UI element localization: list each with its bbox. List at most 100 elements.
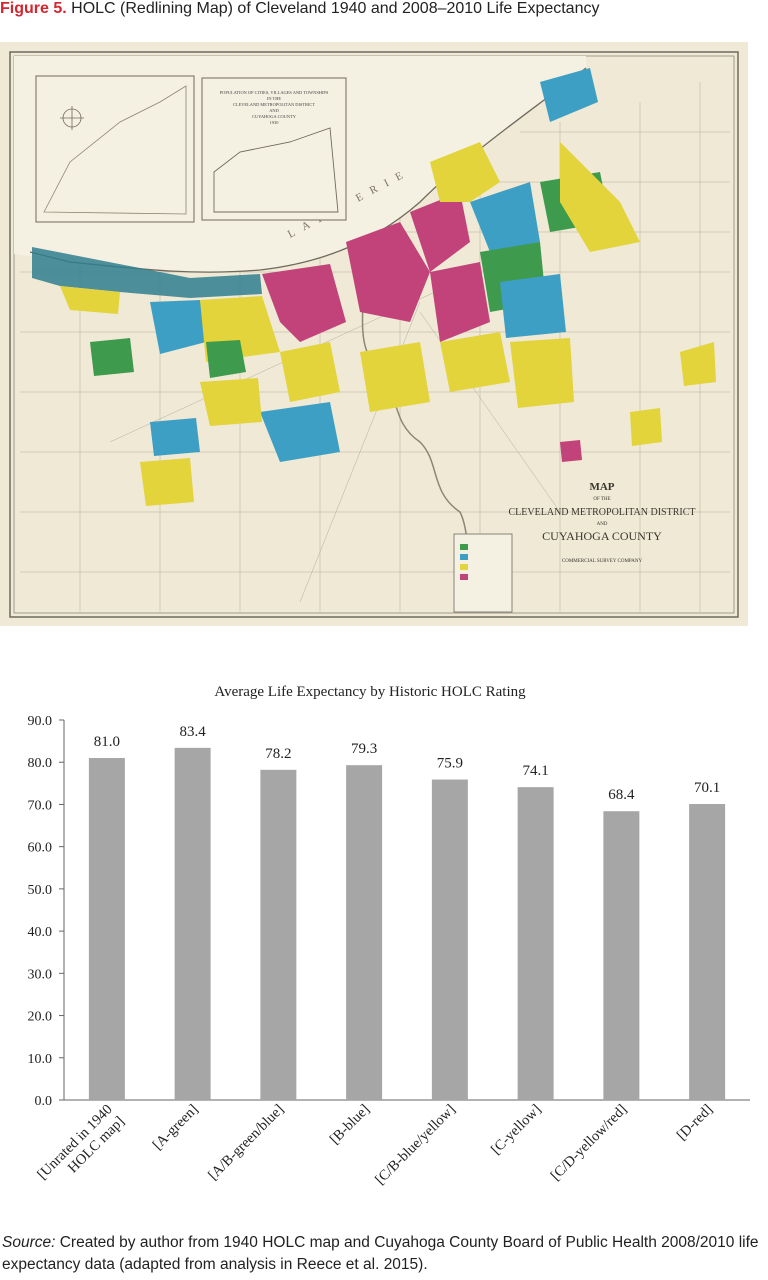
figure-caption: Figure 5. HOLC (Redlining Map) of Clevel… (0, 0, 768, 24)
zone-green-4 (90, 338, 134, 376)
inset-title-6: 1930 (270, 120, 280, 125)
x-tick-label: [C/B-blue/yellow] (372, 1102, 458, 1188)
y-tick-label: 40.0 (28, 925, 53, 940)
inset-title-4: AND (269, 108, 279, 113)
legend-swatch-green (460, 544, 468, 550)
inset-title-5: CUYAHOGA COUNTY (252, 114, 297, 119)
inset-left-outline (43, 85, 187, 215)
x-tick-label: [C/D-yellow/red] (548, 1102, 630, 1184)
y-tick-label: 70.0 (28, 798, 53, 813)
zone-blue-3 (470, 182, 540, 252)
y-tick-label: 80.0 (28, 756, 53, 771)
x-tick-label-line: [D-red] (674, 1102, 716, 1144)
holc-zones (32, 68, 716, 506)
legend-swatch-red (460, 574, 468, 580)
x-tick-label-line: [C/D-yellow/red] (548, 1102, 630, 1184)
zone-green-1 (206, 340, 246, 378)
bar (88, 758, 125, 1100)
life-expectancy-chart: Average Life Expectancy by Historic HOLC… (0, 670, 768, 1230)
inset-county-map (35, 75, 195, 223)
x-tick-label-line: [A-green] (150, 1102, 202, 1154)
figure-title: HOLC (Redlining Map) of Cleveland 1940 a… (71, 0, 600, 17)
x-tick-label-line: [B-blue] (327, 1102, 373, 1148)
zone-yellow-11 (630, 408, 662, 446)
source-note: Source: Created by author from 1940 HOLC… (2, 1232, 766, 1276)
map-legend (453, 533, 513, 613)
bar-value-label: 68.4 (608, 787, 635, 803)
figure-label: Figure 5. (0, 0, 67, 17)
bar (603, 811, 640, 1100)
map-title-4: AND (597, 522, 608, 527)
zone-blue-2 (260, 402, 340, 462)
zone-red-4 (430, 262, 490, 342)
y-axis-ticks: 0.0 10.0 20.0 30.0 40.0 50.0 60.0 70.0 80.0 90.0 (28, 714, 64, 1109)
zone-yellow-4 (200, 378, 262, 426)
legend-swatch-yellow (460, 564, 468, 570)
holc-map-svg: LAKE ERIE (0, 42, 748, 626)
zone-blue-1 (150, 300, 206, 354)
x-tick-label: [B-blue] (327, 1102, 373, 1148)
zone-blue-6 (150, 418, 200, 456)
legend-swatch-blue (460, 554, 468, 560)
inset-title-2: IN THE (267, 96, 282, 101)
x-tick-label-line: [C-yellow] (488, 1102, 544, 1158)
zone-red-1 (262, 264, 346, 342)
bar-value-label: 81.0 (94, 734, 120, 750)
map-publisher: COMMERCIAL SURVEY COMPANY (562, 559, 643, 564)
y-tick-label: 90.0 (28, 714, 53, 729)
bar-chart-svg: Average Life Expectancy by Historic HOLC… (28, 684, 750, 1188)
zone-yellow-1 (60, 286, 120, 314)
bar (689, 804, 726, 1100)
bar-value-label: 75.9 (437, 756, 463, 772)
bar (174, 747, 211, 1100)
y-tick-label: 20.0 (28, 1010, 53, 1025)
inset-population-map: POPULATION OF CITIES, VILLAGES AND TOWNS… (201, 77, 347, 221)
cuyahoga-river (359, 261, 481, 593)
bar-value-label: 70.1 (694, 780, 720, 796)
zone-red-3 (410, 192, 470, 272)
bar (431, 779, 468, 1100)
inset-right-outline (213, 127, 339, 213)
y-tick-label: 10.0 (28, 1052, 53, 1067)
bar (260, 769, 297, 1100)
zone-yellow-12 (680, 342, 716, 386)
zone-west-strip (32, 247, 262, 298)
chart-title: Average Life Expectancy by Historic HOLC… (214, 684, 526, 700)
map-title-1: MAP (589, 481, 614, 493)
inset-right (201, 77, 347, 221)
y-tick-label: 50.0 (28, 883, 53, 898)
holc-map: LAKE ERIE (0, 42, 748, 626)
y-tick-label: 30.0 (28, 967, 53, 982)
zone-blue-4 (500, 274, 566, 338)
map-border (9, 51, 739, 618)
x-tick-label-line: [C/B-blue/yellow] (372, 1102, 458, 1188)
x-tick-label: [C-yellow] (488, 1102, 544, 1158)
zone-yellow-7 (510, 338, 574, 408)
zone-red-5 (560, 440, 582, 462)
value-labels: 81.0 83.4 78.2 79.3 75.9 74.1 68.4 70.1 (94, 724, 721, 803)
map-title-3: CLEVELAND METROPOLITAN DISTRICT (509, 507, 696, 518)
bar-value-label: 78.2 (265, 746, 291, 762)
bar-value-label: 79.3 (351, 741, 377, 757)
bar (346, 765, 383, 1100)
map-title-5: CUYAHOGA COUNTY (542, 529, 662, 543)
x-tick-label-line: [A/B-green/blue] (205, 1102, 287, 1184)
zone-yellow-5 (430, 142, 500, 202)
x-tick-label: [D-red] (674, 1102, 716, 1144)
x-tick-label: [A-green] (150, 1102, 202, 1154)
bar-value-label: 83.4 (180, 724, 207, 740)
source-text: Created by author from 1940 HOLC map and… (2, 1234, 759, 1273)
map-title-block: MAP OF THE CLEVELAND METROPOLITAN DISTRI… (509, 481, 696, 564)
inset-left (35, 75, 195, 223)
inset-title-3: CLEVELAND METROPOLITAN DISTRICT (233, 102, 315, 107)
map-title-2: OF THE (593, 497, 610, 502)
zone-yellow-6 (440, 332, 510, 392)
y-tick-label: 60.0 (28, 841, 53, 856)
zone-red-2 (346, 222, 430, 322)
zone-yellow-10 (140, 458, 194, 506)
x-tick-label: [A/B-green/blue] (205, 1102, 287, 1184)
y-tick-label: 0.0 (35, 1094, 53, 1109)
zone-yellow-3 (280, 342, 340, 402)
